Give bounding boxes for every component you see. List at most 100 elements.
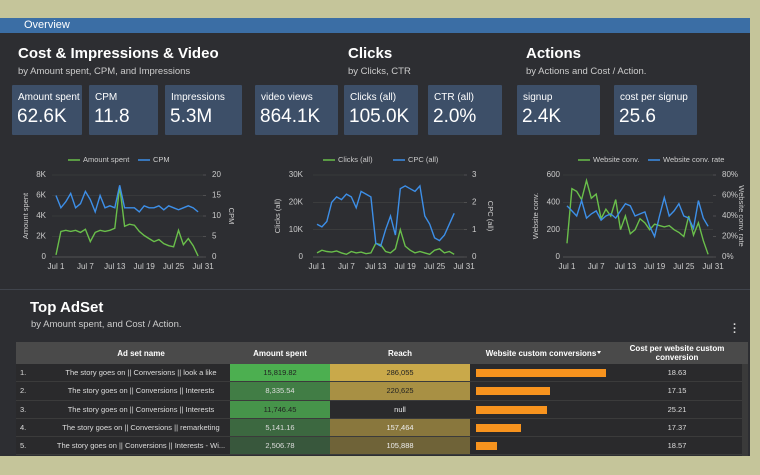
kpi-label: Amount spent xyxy=(18,92,80,103)
column-header: Website custom conversions xyxy=(470,342,612,364)
y2-tick-label: 0% xyxy=(722,252,734,261)
series-line xyxy=(55,185,199,215)
sort-icon xyxy=(597,351,601,354)
y2-tick-label: 0 xyxy=(212,252,217,261)
y2-axis-title: CPM xyxy=(227,208,236,225)
y-tick-label: 30K xyxy=(289,170,304,179)
column-header: Reach xyxy=(330,342,470,364)
y2-axis-title: CPC (all) xyxy=(486,201,495,232)
section-title: Cost & Impressions & Video xyxy=(18,45,219,62)
kpi-label: CTR (all) xyxy=(434,92,474,103)
row-index: 4. xyxy=(20,419,50,438)
x-tick-label: Jul 31 xyxy=(702,262,724,271)
legend-label: Website conv. rate xyxy=(663,155,724,164)
series-line xyxy=(316,227,455,256)
y-tick-label: 0 xyxy=(556,252,561,261)
y-tick-label: 400 xyxy=(547,197,561,206)
kpi-label: cost per signup xyxy=(620,92,688,103)
kpi-label: Clicks (all) xyxy=(350,92,397,103)
x-tick-label: Jul 1 xyxy=(309,262,326,271)
amount-cell: 2,506.78 xyxy=(230,437,330,456)
amount-cell: 8,335.54 xyxy=(230,382,330,401)
y-tick-label: 0 xyxy=(299,252,304,261)
x-tick-label: Jul 13 xyxy=(104,262,126,271)
conversion-bar xyxy=(476,369,606,377)
reach-cell: 220,625 xyxy=(330,382,470,401)
x-tick-label: Jul 25 xyxy=(424,262,446,271)
y2-tick-label: 1 xyxy=(472,225,477,234)
x-tick-label: Jul 31 xyxy=(453,262,475,271)
x-tick-label: Jul 19 xyxy=(644,262,666,271)
kpi-label: CPM xyxy=(95,92,118,103)
x-tick-label: Jul 19 xyxy=(395,262,417,271)
y-tick-label: 200 xyxy=(547,225,561,234)
y-tick-label: 8K xyxy=(36,170,46,179)
column-header: Amount spent xyxy=(230,342,330,364)
kpi-value: 2.4K xyxy=(522,106,562,127)
x-tick-label: Jul 7 xyxy=(338,262,355,271)
x-tick-label: Jul 25 xyxy=(673,262,695,271)
kpi-card xyxy=(255,85,338,135)
y2-tick-label: 20 xyxy=(212,170,221,179)
conversion-bar xyxy=(476,442,497,451)
y2-tick-label: 60% xyxy=(722,191,738,200)
y2-tick-label: 5 xyxy=(212,232,217,241)
series-line xyxy=(55,186,199,257)
reach-cell: null xyxy=(330,401,470,419)
header-title: Overview xyxy=(24,19,70,31)
x-tick-label: Jul 13 xyxy=(365,262,387,271)
table-title: Top AdSet xyxy=(30,299,104,316)
section-title: Clicks xyxy=(348,45,393,62)
legend-label: CPC (all) xyxy=(408,155,439,164)
table-subtitle: by Amount spent, and Cost / Action. xyxy=(31,319,182,330)
row-index: 2. xyxy=(20,382,50,401)
scrollbar xyxy=(742,364,748,456)
cost-cell: 18.63 xyxy=(612,364,742,383)
adset-name: The story goes on || Conversions || Inte… xyxy=(52,437,230,456)
y2-tick-label: 15 xyxy=(212,191,221,200)
kpi-card xyxy=(165,85,242,135)
kpi-value: 2.0% xyxy=(433,106,477,127)
x-tick-label: Jul 7 xyxy=(77,262,94,271)
kpi-value: 864.1K xyxy=(260,106,321,127)
y2-tick-label: 3 xyxy=(472,170,477,179)
cost-cell: 18.57 xyxy=(612,437,742,456)
section-subtitle: by Actions and Cost / Action. xyxy=(526,66,647,77)
cost-cell: 17.37 xyxy=(612,419,742,438)
series-line xyxy=(566,177,709,255)
kpi-card xyxy=(89,85,158,135)
kpi-value: 5.3M xyxy=(170,106,213,127)
conversion-bar xyxy=(476,405,548,414)
y2-axis-title: Website conv. rate xyxy=(737,185,746,246)
y2-tick-label: 20% xyxy=(722,232,738,241)
kpi-card xyxy=(344,85,418,135)
section-subtitle: by Amount spent, CPM, and Impressions xyxy=(18,66,191,77)
x-tick-label: Jul 13 xyxy=(615,262,637,271)
legend-label: Clicks (all) xyxy=(338,155,373,164)
reach-cell: 157,464 xyxy=(330,418,470,438)
y-tick-label: 600 xyxy=(547,170,561,179)
kpi-card xyxy=(428,85,502,135)
kpi-value: 25.6 xyxy=(619,106,656,127)
y-axis-title: Amount spent xyxy=(21,192,30,239)
amount-cell: 11,746.45 xyxy=(230,400,330,419)
reach-cell: 286,055 xyxy=(330,364,470,383)
y-tick-label: 6K xyxy=(36,191,46,200)
menu-icon[interactable]: · · · xyxy=(733,319,737,339)
cost-cell: 25.21 xyxy=(612,401,742,419)
legend-label: CPM xyxy=(153,155,170,164)
x-tick-label: Jul 1 xyxy=(559,262,576,271)
adset-name: The story goes on || Conversions || Inte… xyxy=(52,382,230,401)
adset-name: The story goes on || Conversions || rema… xyxy=(52,419,230,438)
x-tick-label: Jul 1 xyxy=(48,262,65,271)
amount-cell: 5,141.16 xyxy=(230,418,330,438)
frame-bottom xyxy=(0,456,760,475)
y2-tick-label: 0 xyxy=(472,252,477,261)
kpi-label: video views xyxy=(261,92,313,103)
conversion-bar xyxy=(476,387,551,396)
legend-label: Website conv. xyxy=(593,155,639,164)
section-title: Actions xyxy=(526,45,582,62)
cost-cell: 17.15 xyxy=(612,382,742,401)
frame-top xyxy=(0,0,760,18)
